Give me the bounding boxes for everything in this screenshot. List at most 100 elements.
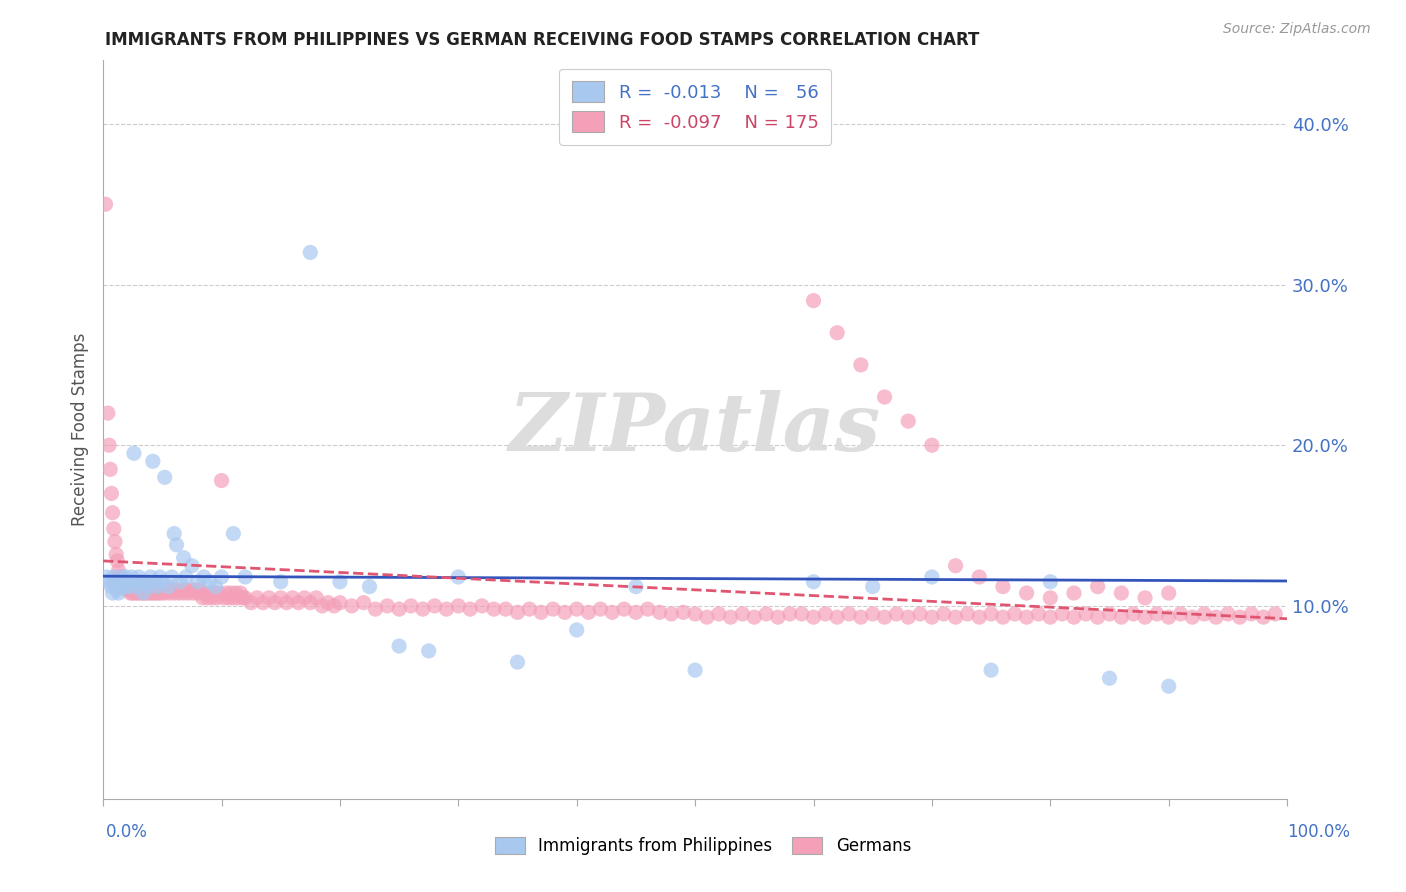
Point — [146, 580, 169, 594]
Point — [980, 663, 1002, 677]
Point — [107, 586, 129, 600]
Point — [436, 602, 458, 616]
Point — [101, 586, 124, 600]
Point — [257, 591, 280, 605]
Text: IMMIGRANTS FROM PHILIPPINES VS GERMAN RECEIVING FOOD STAMPS CORRELATION CHART: IMMIGRANTS FROM PHILIPPINES VS GERMAN RE… — [105, 31, 980, 49]
Point — [624, 605, 647, 619]
Point — [495, 602, 517, 616]
Point — [458, 602, 481, 616]
Point — [1098, 671, 1121, 685]
Point — [1157, 586, 1180, 600]
Point — [128, 570, 150, 584]
Point — [153, 586, 176, 600]
Point — [908, 607, 931, 621]
Point — [121, 574, 143, 589]
Point — [121, 586, 143, 600]
Point — [159, 586, 181, 600]
Point — [226, 591, 249, 605]
Point — [167, 586, 190, 600]
Point — [825, 610, 848, 624]
Point — [276, 596, 298, 610]
Point — [661, 607, 683, 621]
Point — [111, 574, 134, 589]
Point — [146, 582, 169, 597]
Point — [97, 406, 120, 420]
Point — [139, 582, 162, 597]
Point — [530, 605, 553, 619]
Point — [150, 586, 173, 600]
Point — [471, 599, 494, 613]
Point — [517, 602, 540, 616]
Point — [1111, 610, 1133, 624]
Point — [897, 610, 920, 624]
Point — [921, 610, 943, 624]
Point — [1205, 610, 1227, 624]
Point — [755, 607, 778, 621]
Point — [1039, 610, 1062, 624]
Point — [173, 586, 195, 600]
Point — [388, 602, 411, 616]
Point — [127, 586, 149, 600]
Point — [145, 586, 167, 600]
Point — [121, 580, 143, 594]
Point — [340, 599, 363, 613]
Point — [1087, 580, 1109, 594]
Point — [163, 526, 186, 541]
Point — [138, 586, 160, 600]
Point — [423, 599, 446, 613]
Point — [240, 596, 263, 610]
Point — [125, 580, 148, 594]
Point — [707, 607, 730, 621]
Point — [1157, 610, 1180, 624]
Point — [696, 610, 718, 624]
Point — [1015, 586, 1038, 600]
Point — [143, 586, 166, 600]
Point — [114, 580, 136, 594]
Point — [219, 586, 242, 600]
Point — [399, 599, 422, 613]
Point — [128, 586, 150, 600]
Point — [305, 591, 328, 605]
Point — [1015, 610, 1038, 624]
Point — [94, 197, 117, 211]
Point — [118, 582, 141, 597]
Point — [103, 570, 125, 584]
Point — [205, 591, 228, 605]
Point — [112, 574, 135, 589]
Point — [482, 602, 505, 616]
Point — [683, 607, 706, 621]
Point — [225, 586, 247, 600]
Point — [252, 596, 274, 610]
Point — [921, 438, 943, 452]
Point — [100, 486, 122, 500]
Point — [825, 326, 848, 340]
Point — [447, 599, 470, 613]
Point — [980, 607, 1002, 621]
Point — [1181, 610, 1204, 624]
Point — [1264, 607, 1286, 621]
Point — [294, 591, 316, 605]
Point — [672, 605, 695, 619]
Point — [1111, 586, 1133, 600]
Point — [1157, 679, 1180, 693]
Point — [110, 580, 132, 594]
Point — [110, 570, 132, 584]
Point — [153, 470, 176, 484]
Point — [98, 462, 121, 476]
Point — [177, 586, 200, 600]
Point — [198, 574, 221, 589]
Point — [143, 574, 166, 589]
Point — [104, 534, 127, 549]
Point — [1122, 607, 1144, 621]
Point — [932, 607, 955, 621]
Point — [814, 607, 837, 621]
Point — [329, 574, 352, 589]
Point — [142, 454, 165, 468]
Point — [157, 580, 180, 594]
Point — [131, 586, 153, 600]
Point — [849, 358, 872, 372]
Point — [108, 574, 131, 589]
Point — [114, 580, 136, 594]
Point — [150, 582, 173, 597]
Point — [129, 574, 152, 589]
